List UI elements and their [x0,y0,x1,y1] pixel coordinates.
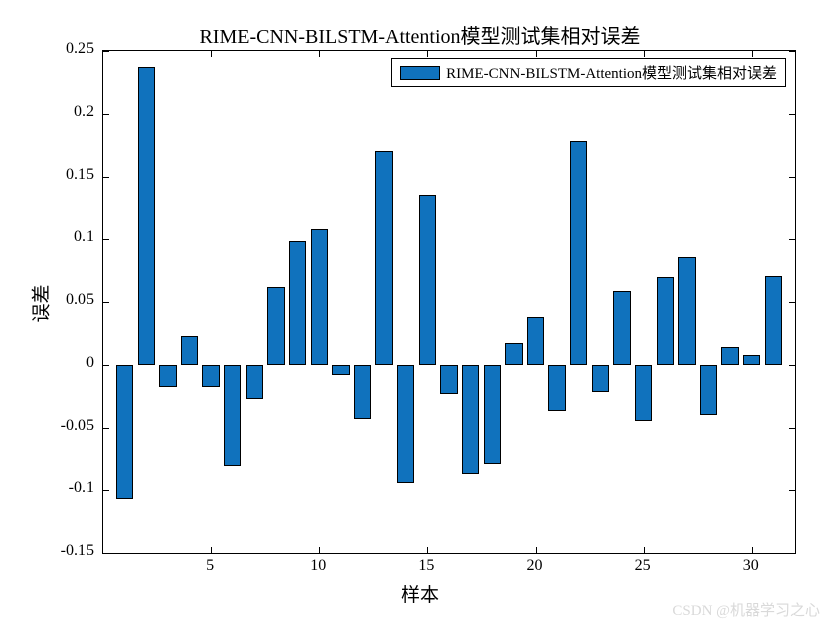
x-tick-label: 15 [406,557,446,575]
y-tick-label: 0.25 [44,40,94,58]
watermark: CSDN @机器学习之心 [672,599,820,620]
bar [289,241,306,365]
bar [657,277,674,365]
y-tick-label: 0 [44,354,94,372]
x-tick [319,51,320,57]
bar [721,347,738,365]
bar [484,365,501,464]
y-tick [103,553,109,554]
bar [548,365,565,411]
y-tick-label: -0.15 [44,542,94,560]
legend-swatch [400,66,440,80]
x-tick-label: 5 [190,557,230,575]
x-tick [752,51,753,57]
x-tick [211,51,212,57]
y-tick-label: 0.05 [44,291,94,309]
legend: RIME-CNN-BILSTM-Attention模型测试集相对误差 [391,58,786,87]
y-tick-label: -0.1 [44,479,94,497]
legend-label: RIME-CNN-BILSTM-Attention模型测试集相对误差 [446,62,777,83]
x-tick [644,51,645,57]
bar [635,365,652,421]
bar [527,317,544,365]
bar [570,141,587,364]
bar [138,67,155,364]
y-tick [103,239,109,240]
bar [743,355,760,365]
y-tick [789,177,795,178]
y-tick [789,490,795,491]
bar [332,365,349,375]
x-tick-label: 25 [623,557,663,575]
bar [116,365,133,499]
x-tick [211,547,212,553]
y-tick [789,428,795,429]
x-tick-label: 20 [515,557,555,575]
bar [592,365,609,393]
y-tick [789,114,795,115]
bar [613,291,630,365]
y-tick [103,428,109,429]
x-tick [536,547,537,553]
bar [202,365,219,388]
y-tick [103,177,109,178]
x-tick [427,51,428,57]
bar [181,336,198,365]
chart-container: RIME-CNN-BILSTM-Attention模型测试集相对误差 误差 样本… [0,0,840,630]
bar [267,287,284,365]
bar [505,343,522,364]
y-tick [789,365,795,366]
y-tick [789,51,795,52]
x-tick-label: 30 [731,557,771,575]
x-tick [536,51,537,57]
bar [159,365,176,388]
bar [397,365,414,483]
bar [678,257,695,365]
plot-area [102,50,796,554]
y-tick [789,239,795,240]
bar [440,365,457,394]
bar [700,365,717,415]
y-tick [789,553,795,554]
x-tick-label: 10 [298,557,338,575]
bar [311,229,328,365]
bar [419,195,436,364]
y-tick [103,490,109,491]
y-tick-label: 0.15 [44,166,94,184]
bar [224,365,241,467]
y-tick [103,302,109,303]
chart-title: RIME-CNN-BILSTM-Attention模型测试集相对误差 [0,20,840,49]
y-tick [103,51,109,52]
y-tick [103,114,109,115]
y-tick [103,365,109,366]
y-tick-label: 0.1 [44,228,94,246]
bar [354,365,371,419]
bar [462,365,479,474]
y-tick-label: 0.2 [44,103,94,121]
bar [246,365,263,399]
bar [765,276,782,365]
y-tick-label: -0.05 [44,417,94,435]
y-tick [789,302,795,303]
x-tick [427,547,428,553]
bar [375,151,392,364]
x-tick [644,547,645,553]
x-tick [752,547,753,553]
x-tick [319,547,320,553]
